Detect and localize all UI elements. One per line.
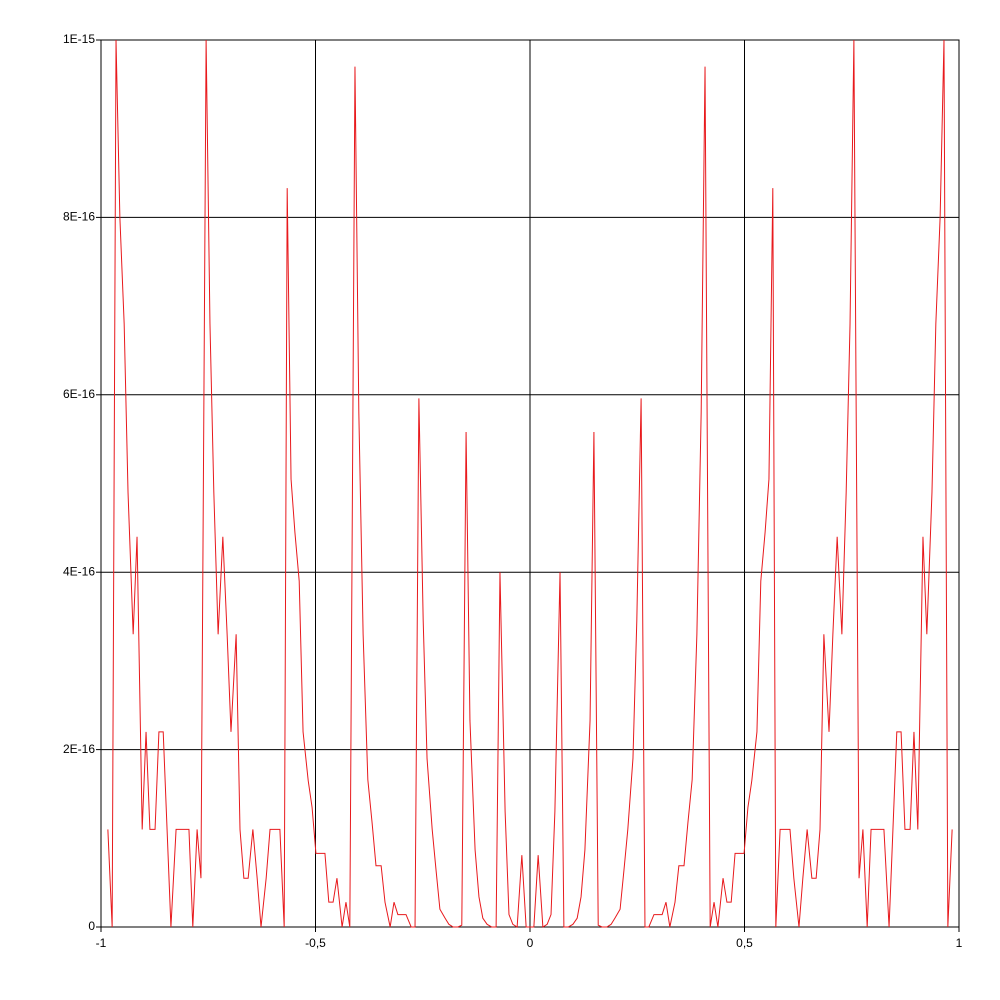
y-tick-label: 8E-16	[63, 210, 95, 224]
data-line	[107, 39, 953, 928]
y-tick-label: 6E-16	[63, 387, 95, 401]
y-tick-label: 2E-16	[63, 742, 95, 756]
y-tick-label: 1E-15	[63, 32, 95, 46]
x-tick-label: -0,5	[305, 936, 326, 950]
y-tick-label: 4E-16	[63, 564, 95, 578]
x-tick-label: 1	[956, 936, 963, 950]
y-tick-label: 0	[88, 919, 95, 933]
x-tick-label: -1	[96, 936, 107, 950]
x-tick-label: 0,5	[736, 936, 753, 950]
x-tick-label: 0	[527, 936, 534, 950]
